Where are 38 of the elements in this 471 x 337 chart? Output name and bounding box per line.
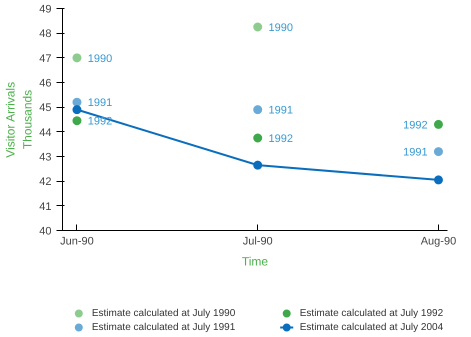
point [434,175,443,184]
point [72,98,82,107]
y-tick-label: 42 [39,176,52,188]
annotation: 1991 [403,146,428,159]
point [253,134,262,142]
legend-label: Estimate calculated at July 1992 [300,308,444,319]
y-tick-label: 41 [39,200,52,213]
annotation: 1992 [268,133,294,145]
point [434,120,443,129]
point [253,160,262,170]
annotation: 1992 [403,119,428,132]
point [253,22,262,32]
y-tick-label: 45 [39,102,52,114]
point [72,116,82,126]
legend-label: Estimate calculated at July 2004 [300,322,444,333]
legend-label: Estimate calculated at July 1990 [92,308,236,319]
point [72,105,82,114]
annotation: 1991 [268,104,294,117]
x-tick-label: Aug-90 [420,236,456,248]
y-tick-label: 46 [39,78,52,90]
x-axis-title: Time [242,254,268,268]
y-tick-label: 43 [39,152,52,164]
y-axis-title: Visitor Arrivals Thousands [3,82,34,158]
point [434,147,443,156]
x-tick-label: Jul-90 [242,236,273,248]
legend-label: Estimate calculated at July 1991 [92,322,236,333]
annotation: 1991 [88,97,112,110]
annotation: 1990 [88,52,112,65]
point [253,105,262,114]
y-tick-label: 48 [39,28,52,40]
x-tick-label: Jun-90 [60,236,94,248]
point [72,53,82,62]
y-tick-label: 40 [39,226,52,238]
y-tick-label: 49 [39,4,52,16]
y-tick-label: 47 [39,52,52,65]
annotation: 1990 [268,22,294,34]
annotation: 1992 [88,116,112,128]
y-tick-label: 44 [39,126,52,139]
